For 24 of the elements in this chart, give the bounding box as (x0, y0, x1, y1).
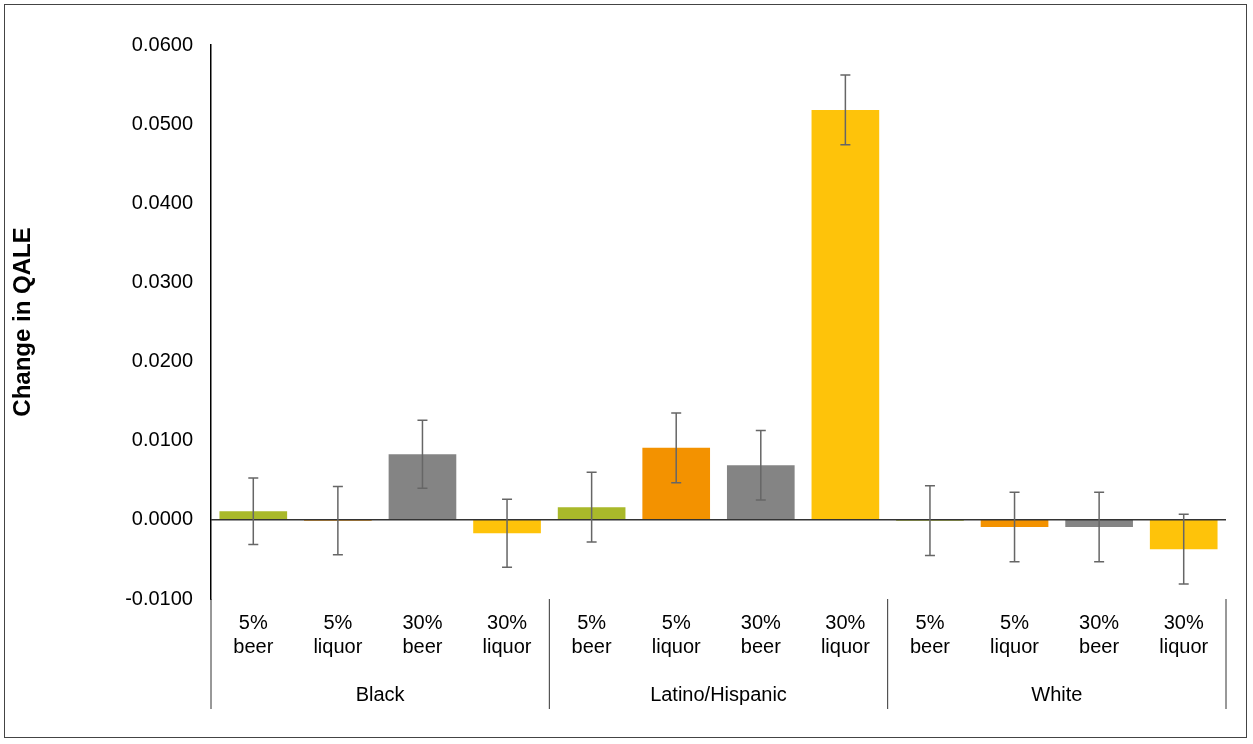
x-tick-label: 5% liquor (651, 610, 701, 657)
x-tick-label: 30% liquor (482, 610, 532, 657)
y-tick-label: 0.0600 (131, 32, 193, 55)
x-tick-label: 5% liquor (990, 610, 1040, 657)
y-tick-label: 0.0400 (131, 190, 193, 213)
x-tick-label: 5% beer (233, 610, 274, 657)
y-tick-label: 0.0500 (131, 111, 193, 134)
text: Black (355, 682, 406, 705)
text: Latino/Hispanic (650, 682, 787, 705)
y-tick-label: 0.0000 (131, 507, 193, 530)
x-tick-label: 30% beer (740, 610, 782, 657)
y-tick-label: -0.0100 (125, 586, 193, 609)
x-tick-label: 30% liquor (1159, 610, 1209, 657)
text: White (1031, 682, 1083, 705)
y-tick-label: 0.0200 (131, 349, 193, 372)
x-tick-label: 30% beer (402, 610, 443, 657)
y-axis-title: Change in QALE (8, 227, 36, 417)
x-tick-label: 30% liquor (820, 610, 871, 657)
y-tick-label: 0.0300 (131, 269, 193, 292)
x-tick-label: 5% liquor (313, 610, 363, 657)
x-tick-label: 30% beer (1079, 610, 1120, 657)
y-tick-label: 0.0100 (131, 428, 193, 451)
x-tick-label: 5% beer (909, 610, 951, 657)
x-tick-label: 5% beer (571, 610, 612, 657)
